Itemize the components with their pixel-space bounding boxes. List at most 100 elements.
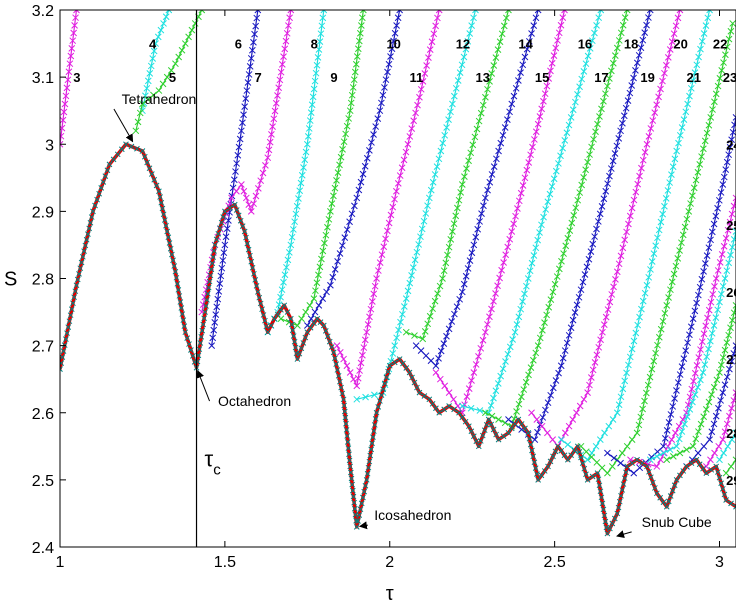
series-point-19-15	[587, 374, 595, 381]
series-label-27: 27	[726, 352, 736, 367]
series-point-12-49	[466, 30, 474, 37]
series-point-6-21	[230, 176, 238, 184]
series-point-17-2	[495, 416, 502, 423]
series-point-24-24	[717, 290, 725, 298]
envelope-point-308	[629, 460, 635, 466]
series-point-6-38	[250, 38, 257, 46]
series-point-9-3	[298, 315, 305, 323]
series-point-19-27	[610, 283, 617, 291]
series-point-16-44	[572, 98, 579, 106]
series-point-19-20	[597, 336, 604, 344]
series-point-7-38	[276, 76, 284, 84]
envelope-point-233	[459, 414, 466, 421]
series-point-11-14	[364, 321, 372, 328]
envelope-point-215	[391, 359, 398, 366]
series-point-11-7	[354, 374, 362, 382]
envelope-point-249	[500, 433, 507, 440]
series-point-26-7	[712, 412, 720, 420]
series-point-27-4	[719, 436, 727, 443]
envelope-point-124	[257, 300, 264, 307]
series-point-13-26	[467, 149, 475, 157]
series-point-10-13	[343, 226, 351, 234]
envelope-point-166	[340, 396, 347, 403]
series-point-11-35	[400, 156, 408, 164]
series-point-6-36	[247, 54, 255, 62]
series-point-15-10	[468, 377, 475, 384]
series-point-11-49	[426, 46, 434, 54]
series-label-22: 22	[713, 37, 727, 52]
series-point-8-27	[305, 125, 313, 132]
series-point-23-27	[711, 283, 718, 290]
series-point-14-39	[510, 92, 518, 100]
series-point-13-16	[449, 228, 456, 235]
envelope-point-129	[264, 329, 271, 336]
envelope-point-2	[60, 354, 66, 360]
series-point-22-33	[703, 252, 711, 259]
envelope-point-179	[348, 475, 355, 482]
series-point-28-1	[720, 449, 727, 457]
series-point-17-20	[545, 303, 553, 311]
series-point-7-16	[233, 187, 240, 195]
series-point-22-21	[682, 347, 690, 355]
series-point-6-33	[244, 79, 252, 86]
series-point-11-40	[410, 117, 418, 125]
envelope-point-319	[663, 503, 670, 510]
series-point-6-10	[218, 264, 226, 272]
series-point-21-63	[729, 20, 736, 27]
series-point-21-25	[659, 317, 667, 325]
series-point-10-38	[391, 29, 399, 37]
series-point-18-58	[641, 29, 649, 37]
series-point-16-8	[497, 372, 505, 380]
envelope-point-23	[85, 231, 91, 237]
series-15	[432, 10, 568, 417]
envelope-point-323	[671, 482, 678, 489]
series-point-15-34	[517, 189, 525, 197]
series-point-18-22	[573, 301, 581, 309]
series-point-9-40	[356, 29, 364, 37]
series-point-20-40	[666, 179, 674, 186]
series-point-10-17	[353, 194, 361, 202]
series-point-7-24	[254, 185, 262, 192]
envelope-point-10	[68, 306, 75, 313]
envelope-point-130	[268, 322, 274, 329]
series-point-24-28	[725, 259, 733, 267]
series-point-17-39	[584, 158, 591, 166]
series-point-18-39	[606, 172, 613, 180]
series-point-19-53	[659, 77, 666, 85]
series-point-11-46	[421, 70, 429, 77]
series-point-20-42	[669, 163, 677, 171]
envelope-point-165	[339, 390, 346, 397]
envelope-point-267	[545, 463, 551, 470]
series-point-19-54	[661, 69, 668, 77]
envelope-point-225	[426, 396, 433, 403]
series-point-14-40	[512, 84, 520, 92]
series-point-20-41	[668, 171, 675, 179]
series-point-22-29	[696, 283, 704, 291]
series-point-22-26	[691, 307, 699, 315]
series-point-11-27	[385, 219, 393, 227]
series-point-26-12	[723, 373, 731, 381]
series-point-13-19	[454, 204, 461, 212]
series-point-9-22	[334, 169, 342, 177]
series-point-8-32	[310, 85, 318, 93]
series-point-11-33	[396, 172, 404, 179]
series-point-11-3	[343, 362, 351, 370]
series-point-17-44	[594, 120, 601, 128]
series-point-11-48	[425, 54, 432, 61]
series-label-3: 3	[73, 70, 80, 85]
envelope-point-35	[106, 161, 113, 168]
series-point-5-18	[198, 10, 206, 14]
series-point-13-42	[500, 22, 508, 30]
series-point-12-28	[425, 194, 433, 202]
series-point-13-7	[431, 297, 439, 305]
series-point-16-12	[506, 343, 514, 351]
series-point-25-15	[717, 361, 725, 369]
series-point-5-16	[191, 20, 199, 27]
series-point-24-21	[712, 314, 720, 322]
series-point-18-59	[643, 21, 650, 29]
series-point-19-50	[653, 101, 661, 109]
envelope-point-270	[552, 448, 559, 455]
envelope-point-122	[255, 289, 261, 295]
series-point-11-23	[378, 251, 386, 259]
series-13	[402, 10, 512, 343]
